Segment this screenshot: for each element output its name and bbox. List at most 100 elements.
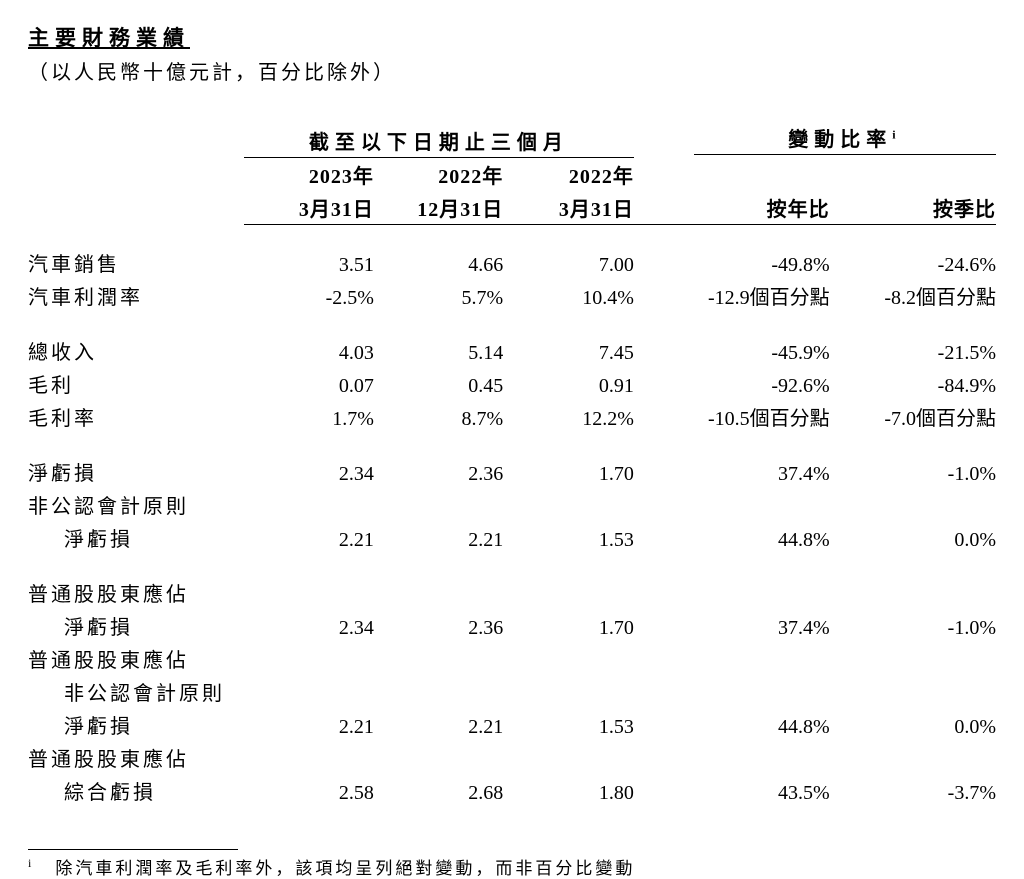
header-year-row: 2023年 2022年 2022年 <box>28 157 996 191</box>
table-row: 普通股股東應佔 <box>28 576 996 609</box>
cell-value: -21.5% <box>830 334 996 367</box>
cell-value: -1.0% <box>830 609 996 642</box>
cell-value: -84.9% <box>830 367 996 400</box>
row-label: 淨虧損 <box>28 708 244 741</box>
page-subtitle: （以人民幣十億元計，百分比除外） <box>28 56 996 85</box>
financial-table: 截至以下日期止三個月 變動比率i 2023年 2022年 2022年 3月31日… <box>28 121 996 807</box>
cell-value: 2.34 <box>244 455 374 488</box>
cell-value: 1.53 <box>503 708 634 741</box>
cell-value: 0.0% <box>830 521 996 554</box>
cell-value: 1.70 <box>503 455 634 488</box>
cell-value: 2.21 <box>244 521 374 554</box>
cell-value: 2.36 <box>374 455 503 488</box>
cell-value: 2.21 <box>374 521 503 554</box>
col3-year: 2022年 <box>503 157 634 191</box>
yoy-header: 按年比 <box>634 191 830 225</box>
table-row: 淨虧損 2.21 2.21 1.53 44.8% 0.0% <box>28 708 996 741</box>
row-label: 普通股股東應佔 <box>28 576 244 609</box>
cell-value: -7.0個百分點 <box>830 400 996 433</box>
row-label: 淨虧損 <box>28 609 244 642</box>
row-label: 汽車銷售 <box>28 246 244 279</box>
cell-value: -49.8% <box>634 246 830 279</box>
cell-value: -10.5個百分點 <box>634 400 830 433</box>
cell-value: 44.8% <box>634 708 830 741</box>
table-row: 汽車利潤率 -2.5% 5.7% 10.4% -12.9個百分點 -8.2個百分… <box>28 279 996 312</box>
footnote: i 除汽車利潤率及毛利率外，該項均呈列絕對變動，而非百分比變動 <box>28 854 996 879</box>
cell-value: 37.4% <box>634 455 830 488</box>
cell-value: -8.2個百分點 <box>830 279 996 312</box>
footnote-mark: i <box>28 856 31 870</box>
table-row: 淨虧損 2.34 2.36 1.70 37.4% -1.0% <box>28 609 996 642</box>
cell-value: 0.0% <box>830 708 996 741</box>
cell-value: 1.7% <box>244 400 374 433</box>
row-label: 毛利 <box>28 367 244 400</box>
cell-value: 3.51 <box>244 246 374 279</box>
table-row: 毛利率 1.7% 8.7% 12.2% -10.5個百分點 -7.0個百分點 <box>28 400 996 433</box>
cell-value: 1.80 <box>503 774 634 807</box>
period-span-header: 截至以下日期止三個月 <box>244 121 634 157</box>
row-label: 普通股股東應佔 <box>28 642 244 675</box>
row-label: 毛利率 <box>28 400 244 433</box>
cell-value: 0.91 <box>503 367 634 400</box>
cell-value: 4.03 <box>244 334 374 367</box>
col1-date: 3月31日 <box>244 191 374 225</box>
header-span-row: 截至以下日期止三個月 變動比率i <box>28 121 996 157</box>
table-row: 淨虧損 2.21 2.21 1.53 44.8% 0.0% <box>28 521 996 554</box>
cell-value: -24.6% <box>830 246 996 279</box>
cell-value: 1.53 <box>503 521 634 554</box>
cell-value: 10.4% <box>503 279 634 312</box>
header-date-row: 3月31日 12月31日 3月31日 按年比 按季比 <box>28 191 996 225</box>
table-row: 非公認會計原則 <box>28 488 996 521</box>
col1-year: 2023年 <box>244 157 374 191</box>
cell-value: 5.7% <box>374 279 503 312</box>
table-row: 毛利 0.07 0.45 0.91 -92.6% -84.9% <box>28 367 996 400</box>
table-row: 總收入 4.03 5.14 7.45 -45.9% -21.5% <box>28 334 996 367</box>
cell-value: 0.07 <box>244 367 374 400</box>
table-row: 普通股股東應佔 <box>28 642 996 675</box>
table-row: 綜合虧損 2.58 2.68 1.80 43.5% -3.7% <box>28 774 996 807</box>
col2-year: 2022年 <box>374 157 503 191</box>
cell-value: 2.21 <box>374 708 503 741</box>
row-label: 淨虧損 <box>28 521 244 554</box>
cell-value: -1.0% <box>830 455 996 488</box>
row-label: 非公認會計原則 <box>28 675 244 708</box>
cell-value: 0.45 <box>374 367 503 400</box>
cell-value: 2.34 <box>244 609 374 642</box>
cell-value: -3.7% <box>830 774 996 807</box>
cell-value: 2.58 <box>244 774 374 807</box>
cell-value: 2.21 <box>244 708 374 741</box>
table-row: 汽車銷售 3.51 4.66 7.00 -49.8% -24.6% <box>28 246 996 279</box>
qoq-header: 按季比 <box>830 191 996 225</box>
cell-value: -45.9% <box>634 334 830 367</box>
row-label: 淨虧損 <box>28 455 244 488</box>
change-span-header: 變動比率i <box>694 123 996 155</box>
cell-value: 8.7% <box>374 400 503 433</box>
col2-date: 12月31日 <box>374 191 503 225</box>
row-label: 非公認會計原則 <box>28 488 244 521</box>
footnote-separator <box>28 849 238 850</box>
table-row: 非公認會計原則 <box>28 675 996 708</box>
cell-value: 7.45 <box>503 334 634 367</box>
cell-value: 37.4% <box>634 609 830 642</box>
cell-value: 12.2% <box>503 400 634 433</box>
col3-date: 3月31日 <box>503 191 634 225</box>
row-label: 綜合虧損 <box>28 774 244 807</box>
cell-value: -92.6% <box>634 367 830 400</box>
row-label: 普通股股東應佔 <box>28 741 244 774</box>
table-row: 普通股股東應佔 <box>28 741 996 774</box>
page-title: 主要財務業績 <box>28 22 996 52</box>
cell-value: -2.5% <box>244 279 374 312</box>
cell-value: 7.00 <box>503 246 634 279</box>
cell-value: 5.14 <box>374 334 503 367</box>
cell-value: 44.8% <box>634 521 830 554</box>
cell-value: 4.66 <box>374 246 503 279</box>
cell-value: 1.70 <box>503 609 634 642</box>
row-label: 汽車利潤率 <box>28 279 244 312</box>
cell-value: -12.9個百分點 <box>634 279 830 312</box>
row-label: 總收入 <box>28 334 244 367</box>
cell-value: 43.5% <box>634 774 830 807</box>
cell-value: 2.36 <box>374 609 503 642</box>
footnote-text: 除汽車利潤率及毛利率外，該項均呈列絕對變動，而非百分比變動 <box>55 854 635 879</box>
cell-value: 2.68 <box>374 774 503 807</box>
table-row: 淨虧損 2.34 2.36 1.70 37.4% -1.0% <box>28 455 996 488</box>
